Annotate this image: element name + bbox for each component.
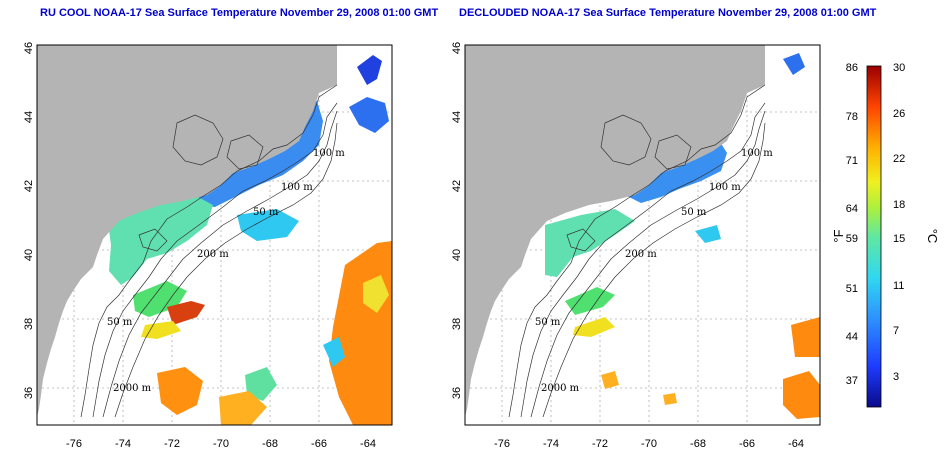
right-y-tick: 36 <box>451 387 463 399</box>
left-map: 100 m 100 m 50 m 200 m 50 m 2000 m <box>36 44 393 426</box>
contour-label-100m-b: 100 m <box>709 182 741 193</box>
contour-label-50m-b: 50 m <box>107 317 133 328</box>
left-map-title: RU COOL NOAA-17 Sea Surface Temperature … <box>40 7 439 19</box>
left-map-frame <box>36 44 393 426</box>
colorbar-c-tick: 22 <box>893 153 905 165</box>
right-map: 100 m 100 m 50 m 200 m 50 m 2000 m <box>464 44 821 426</box>
colorbar-c-tick: 11 <box>893 280 904 292</box>
contour-label-2000m: 2000 m <box>113 383 152 394</box>
right-map-frame <box>464 44 821 426</box>
right-x-tick: -70 <box>641 438 657 450</box>
right-x-axis: -76 -74 -72 -70 -68 -66 -64 <box>494 438 804 450</box>
contour-label-200m: 200 m <box>625 249 657 260</box>
contour-label-50m-a: 50 m <box>253 207 279 218</box>
right-x-tick: -66 <box>739 438 755 450</box>
left-x-tick: -76 <box>66 438 82 450</box>
left-contour-labels: 100 m 100 m 50 m 200 m 50 m 2000 m <box>107 148 345 394</box>
colorbar-c-tick: 3 <box>893 371 899 383</box>
left-x-tick: -70 <box>213 438 229 450</box>
colorbar-f-tick: 59 <box>846 233 858 245</box>
colorbar-celsius-unit: °C <box>925 229 940 244</box>
colorbar-c-tick: 7 <box>893 325 899 337</box>
left-y-tick: 44 <box>23 111 35 123</box>
colorbar-fahrenheit-ticks: 86 78 71 64 59 51 44 37 <box>846 62 858 387</box>
colorbar-f-tick: 71 <box>846 155 858 167</box>
colorbar-c-tick: 26 <box>893 108 905 120</box>
left-y-tick: 46 <box>23 42 35 54</box>
colorbar-f-tick: 44 <box>846 331 858 343</box>
left-x-tick: -68 <box>262 438 278 450</box>
colorbar: 86 78 71 64 59 51 44 37 30 26 22 18 15 1… <box>831 62 940 408</box>
colorbar-c-tick: 30 <box>893 62 905 74</box>
left-sst-field <box>107 55 392 425</box>
left-x-tick: -64 <box>360 438 376 450</box>
colorbar-f-tick: 37 <box>846 375 858 387</box>
contour-label-50m-b: 50 m <box>535 317 561 328</box>
right-y-tick: 42 <box>451 180 463 192</box>
right-x-tick: -64 <box>788 438 804 450</box>
right-y-tick: 44 <box>451 111 463 123</box>
right-y-axis: 46 44 42 40 38 36 <box>451 42 463 399</box>
right-x-tick: -68 <box>690 438 706 450</box>
colorbar-f-tick: 51 <box>846 283 858 295</box>
colorbar-c-tick: 15 <box>893 233 905 245</box>
colorbar-f-tick: 78 <box>846 111 858 123</box>
left-x-axis: -76 -74 -72 -70 -68 -66 -64 <box>66 438 376 450</box>
contour-label-100m-b: 100 m <box>281 182 313 193</box>
right-x-tick: -74 <box>543 438 559 450</box>
left-x-tick: -72 <box>164 438 180 450</box>
colorbar-c-tick: 18 <box>893 199 905 211</box>
colorbar-celsius-ticks: 30 26 22 18 15 11 7 3 <box>893 62 905 383</box>
right-x-tick: -72 <box>592 438 608 450</box>
contour-label-50m-a: 50 m <box>681 207 707 218</box>
right-x-tick: -76 <box>494 438 510 450</box>
right-y-tick: 46 <box>451 42 463 54</box>
contour-label-100m-a: 100 m <box>741 148 773 159</box>
right-map-title: DECLOUDED NOAA-17 Sea Surface Temperatur… <box>459 7 877 19</box>
left-x-tick: -66 <box>311 438 327 450</box>
colorbar-f-tick: 86 <box>846 62 858 74</box>
contour-label-200m: 200 m <box>197 249 229 260</box>
colorbar-gradient <box>866 65 882 408</box>
colorbar-fahrenheit-unit: °F <box>831 229 846 242</box>
colorbar-f-tick: 64 <box>846 203 858 215</box>
left-y-axis: 46 44 42 40 38 36 <box>23 42 35 399</box>
left-y-tick: 40 <box>23 249 35 261</box>
left-y-tick: 38 <box>23 318 35 330</box>
right-y-tick: 40 <box>451 249 463 261</box>
left-y-tick: 42 <box>23 180 35 192</box>
left-y-tick: 36 <box>23 387 35 399</box>
left-x-tick: -74 <box>115 438 131 450</box>
right-y-tick: 38 <box>451 318 463 330</box>
right-contour-labels: 100 m 100 m 50 m 200 m 50 m 2000 m <box>535 148 773 394</box>
contour-label-2000m: 2000 m <box>541 383 580 394</box>
contour-label-100m-a: 100 m <box>313 148 345 159</box>
